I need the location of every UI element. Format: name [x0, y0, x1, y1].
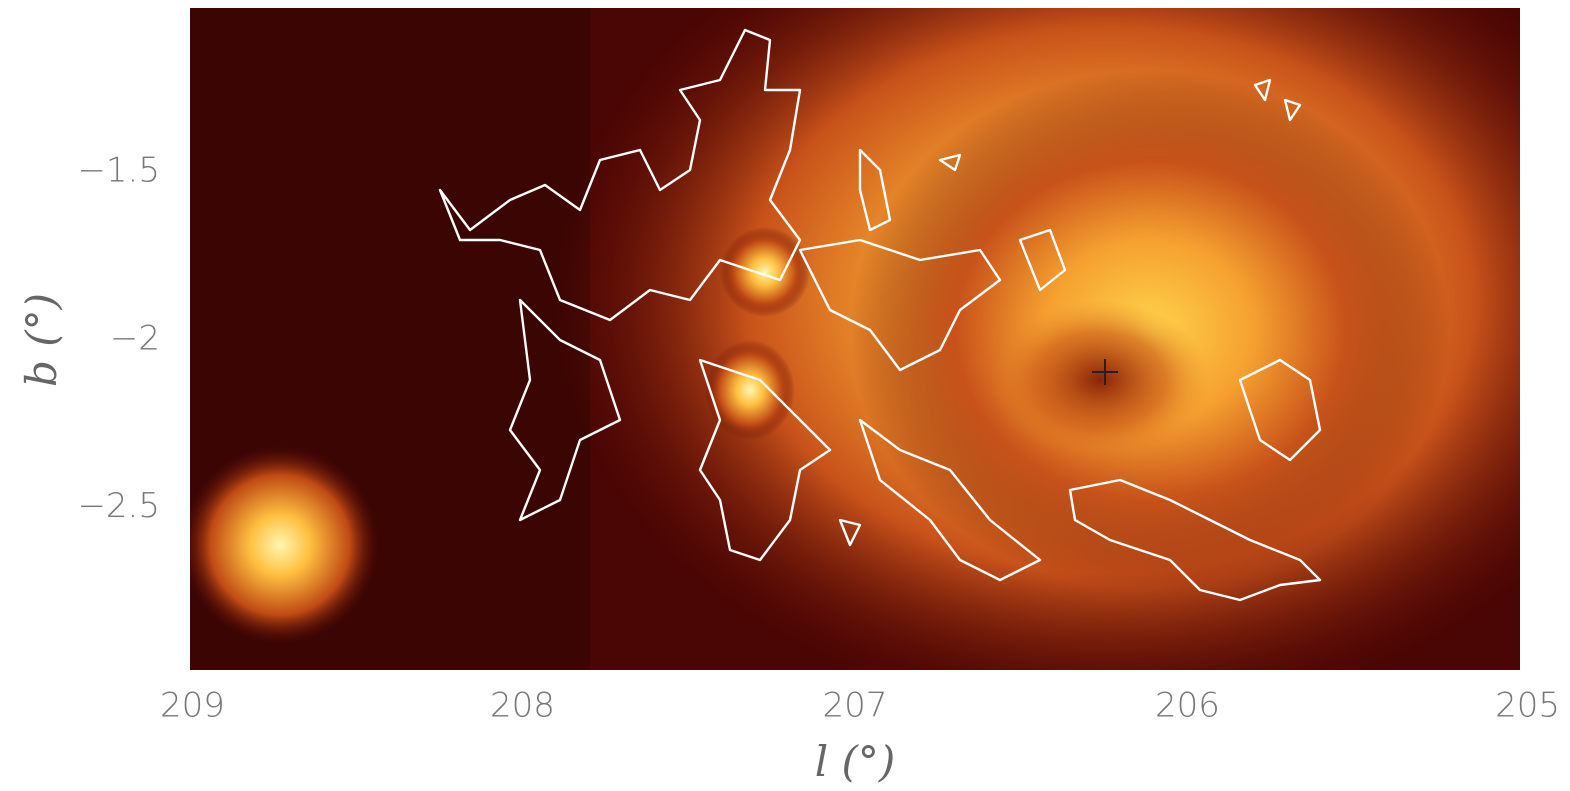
y-tick-label: −2.5: [77, 486, 160, 526]
x-tick-label: 208: [490, 686, 555, 726]
x-axis-label: l (°): [815, 737, 896, 786]
image: [180, 0, 1570, 720]
x-tick-label: 206: [1155, 686, 1220, 726]
x-tick-label: 209: [160, 686, 225, 726]
y-tick-label: −1.5: [77, 151, 160, 191]
chart: l (°) b (°) 209 208 207 206 205 −1.5 −2 −2.5: [0, 0, 1570, 791]
x-tick-label: 207: [823, 686, 888, 726]
y-tick-label: −2: [110, 318, 160, 358]
x-tick-label: 205: [1495, 686, 1560, 726]
y-axis-label: b (°): [17, 293, 66, 387]
